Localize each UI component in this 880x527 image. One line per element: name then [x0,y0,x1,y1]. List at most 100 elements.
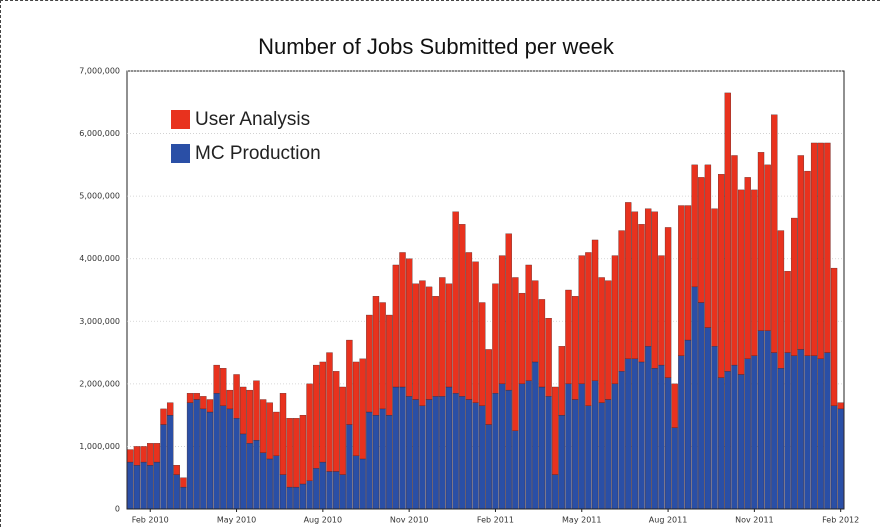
bar-segment [498,383,506,510]
bar-segment [810,142,818,356]
bar-segment [319,361,327,463]
bar-segment [412,283,419,400]
bar-segment [518,292,526,385]
bar-segment [419,405,426,510]
y-tick-label: 2,000,000 [79,379,120,388]
bar-segment [625,202,632,359]
bar-segment [445,386,453,510]
bar-segment [319,461,327,510]
bar-segment [259,399,267,453]
bar-segment [386,414,393,510]
bar-segment [193,393,200,400]
bar-segment [479,405,486,510]
bar-segment [240,386,247,435]
bar-segment [698,302,705,510]
bar-segment [313,468,320,510]
bar-segment [545,396,552,510]
bar-segment [273,411,280,456]
bar-segment [286,418,293,488]
bar-segment [505,233,512,391]
bar-segment [797,349,805,510]
y-tick-label: 5,000,000 [79,192,120,201]
bar-segment [830,267,838,406]
bar-segment [405,258,413,397]
bar-segment [253,380,260,441]
bar-segment [472,261,479,403]
plot-area [126,70,845,510]
bar-segment [359,458,366,510]
bar-segment [452,393,459,510]
bar-segment [266,458,273,510]
bar-segment [631,211,639,359]
bar-segment [638,224,645,363]
bar-segment [206,399,214,413]
bar-segment [459,224,466,397]
bar-segment [293,486,300,510]
bar-segment [306,383,313,481]
chart-title: Number of Jobs Submitted per week [258,34,615,59]
bar-segment [293,418,300,488]
bar-segment [306,480,313,510]
bar-segment [664,227,672,378]
bar-segment [180,477,187,488]
bar-segment [532,280,539,363]
legend-swatch [171,110,190,129]
bar-segment [718,174,725,378]
bar-segment [605,399,612,510]
bar-segment [273,455,280,510]
bar-segment [744,177,751,359]
bar-segment [186,393,194,403]
bar-segment [286,486,293,510]
y-tick-label: 4,000,000 [79,254,120,263]
bar-segment [791,217,798,356]
bar-segment [226,389,234,410]
bar-segment [392,386,400,510]
bar-segment [392,264,400,388]
bar-segment [744,358,751,510]
bar-segment [618,371,625,510]
bar-segment [545,318,552,397]
bar-segment [399,252,406,388]
bar-segment [558,346,566,416]
bar-segment [479,302,486,406]
bar-segment [439,396,446,510]
bar-segment [372,414,380,510]
bar-segment [658,255,665,366]
bar-segment [518,383,526,510]
y-tick-label: 1,000,000 [79,442,120,451]
bar-segment [147,443,154,466]
x-tick-label: May 2011 [562,516,601,525]
bar-segment [352,455,360,510]
bar-segment [585,252,592,406]
bar-segment [771,114,778,353]
bar-segment [671,383,678,428]
bar-segment [326,352,333,472]
bar-segment [240,433,247,510]
bar-segment [399,386,406,510]
bar-segment [731,364,738,510]
y-tick-label: 7,000,000 [79,67,120,76]
bar-segment [326,471,333,510]
bar-segment [678,355,685,510]
bar-segment [830,405,838,510]
bar-segment [638,361,645,510]
bar-segment [173,474,180,510]
bar-segment [173,465,180,475]
bar-segment [213,393,220,510]
bar-segment [226,408,234,510]
bar-segment [140,461,147,510]
bar-segment [512,277,519,431]
bar-segment [332,471,340,510]
bar-segment [459,396,466,510]
bar-segment [757,330,765,510]
bar-segment [193,399,200,510]
bar-segment [724,371,731,510]
bar-segment [339,386,346,475]
bar-segment [200,396,207,410]
bar-segment [405,396,413,510]
bar-segment [591,239,599,381]
bar-segment [153,443,161,463]
bar-segment [698,177,705,303]
bar-segment [220,405,227,510]
